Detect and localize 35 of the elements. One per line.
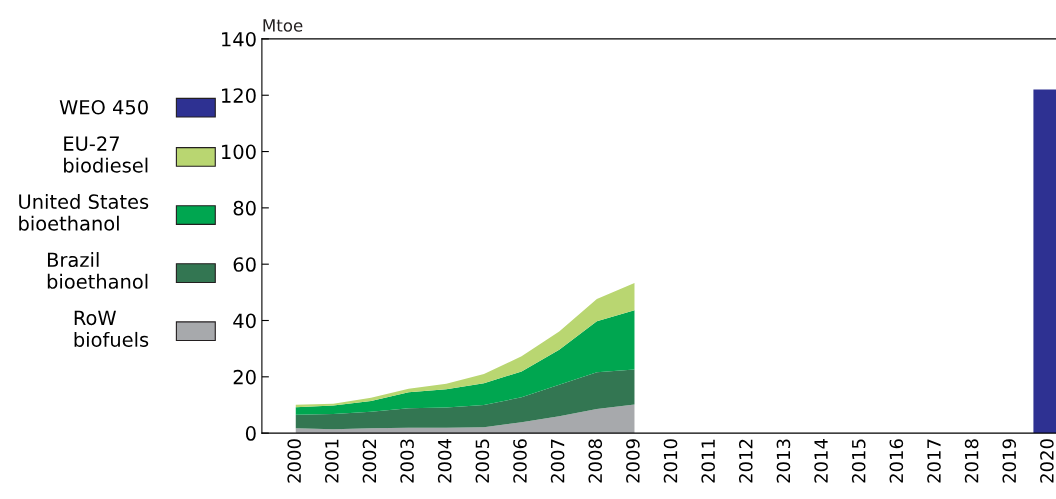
- x-tick-label: 2015: [851, 439, 866, 483]
- x-tick-label: 2003: [400, 439, 414, 483]
- x-tick-label: 2014: [814, 439, 828, 483]
- y-tick-label: 140: [222, 31, 256, 47]
- legend-label: United States bioethanol: [19, 193, 149, 231]
- x-tick-label: 2017: [927, 439, 941, 483]
- x-tick-label: 2002: [362, 439, 377, 483]
- x-tick-label: 2013: [776, 439, 791, 483]
- y-tick-label: 120: [222, 88, 256, 103]
- x-tick-label: 2001: [324, 439, 339, 483]
- y-tick-label: 20: [233, 369, 256, 385]
- legend-label: WEO 450: [59, 99, 148, 115]
- x-tick-label: 2011: [701, 439, 715, 483]
- x-tick-label: 2020: [1040, 439, 1054, 483]
- x-tick-label: 2008: [588, 439, 603, 483]
- x-tick-label: 2016: [889, 439, 904, 483]
- x-tick-label: 2012: [738, 439, 753, 483]
- x-tick-label: 2000: [287, 439, 301, 483]
- x-tick-label: 2018: [964, 439, 979, 483]
- y-tick-label: 60: [233, 257, 256, 272]
- x-tick-label: 2004: [437, 439, 452, 483]
- x-tick-label: 2009: [626, 439, 640, 483]
- x-tick-label: 2006: [513, 439, 527, 483]
- y-tick-label: 80: [233, 200, 256, 216]
- x-tick-label: 2007: [550, 439, 565, 483]
- y-tick-label: 100: [222, 144, 256, 160]
- legend-label: EU-27 biodiesel: [64, 136, 148, 173]
- legend-label: Brazil bioethanol: [47, 252, 148, 289]
- x-tick-label: 2010: [663, 439, 678, 483]
- legend-label: RoW biofuels: [74, 310, 149, 347]
- x-tick-label: 2005: [475, 439, 490, 483]
- y-axis-title: Mtoe: [263, 19, 303, 32]
- x-tick-label: 2019: [1002, 439, 1017, 483]
- y-tick-label: 0: [245, 426, 256, 441]
- y-tick-label: 40: [233, 313, 256, 329]
